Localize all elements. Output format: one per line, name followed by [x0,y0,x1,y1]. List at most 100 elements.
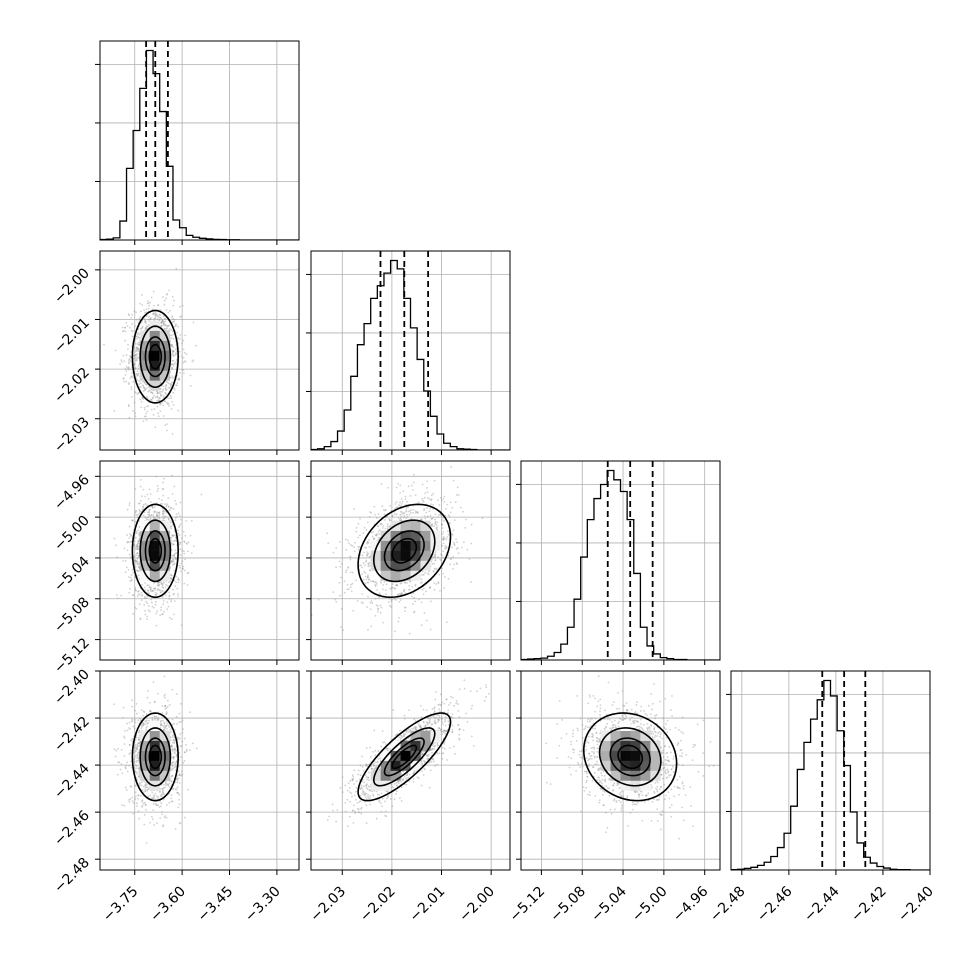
scatter-point [139,382,142,385]
scatter-point [146,584,149,587]
scatter-point [141,294,144,296]
scatter-point [132,612,135,615]
scatter-point [162,510,165,513]
scatter-point [139,717,141,720]
scatter-point [172,360,174,362]
scatter-point [151,507,154,509]
scatter-point [139,794,142,797]
scatter-point [171,749,174,752]
contour-line [139,519,172,583]
scatter-point [134,560,137,563]
scatter-point [173,600,176,602]
scatter-point [134,342,137,345]
scatter-point [127,569,130,571]
scatter-point [456,486,459,489]
scatter-point [152,413,155,416]
contour-line [383,530,425,572]
scatter-point [417,501,420,504]
scatter-point [396,593,399,596]
scatter-point [142,380,144,383]
scatter-point [153,589,156,592]
scatter-point [147,795,149,798]
scatter-point [158,581,160,584]
panel-frame [99,460,300,661]
scatter-point [349,571,352,574]
scatter-point [453,541,455,544]
scatter-point [424,492,427,495]
scatter-point [395,513,398,516]
scatter-point [379,604,382,607]
scatter-point [150,391,153,394]
scatter-point [128,355,131,357]
scatter-point [434,556,437,558]
scatter-point [157,396,159,399]
scatter-point [174,552,177,555]
scatter-point [377,596,380,599]
scatter-point [170,560,173,563]
scatter-point [147,324,150,326]
scatter-point [135,554,138,557]
scatter-point [172,739,175,742]
scatter-point [449,522,452,525]
scatter-point [172,391,175,394]
scatter-point [162,509,165,512]
scatter-point [154,587,157,590]
scatter-point [134,784,137,787]
scatter-point [384,519,386,521]
scatter-point [133,545,135,547]
scatter-point [136,343,139,345]
scatter-point [126,534,128,537]
scatter-point [177,379,179,381]
scatter-point [143,309,146,312]
scatter-point [131,313,134,316]
scatter-point [147,689,149,692]
joint-panel-2-1 [306,460,511,665]
scatter-point [142,791,145,794]
scatter-point [176,781,179,784]
scatter-point [136,374,138,377]
scatter-point [130,395,133,398]
scatter-point [366,541,369,543]
scatter-point [405,513,408,516]
density-cell [139,570,151,581]
scatter-point [404,495,407,498]
scatter-point [144,589,147,591]
scatter-point [130,534,133,537]
scatter-point [135,544,138,547]
density-cell [380,570,391,581]
scatter-point [128,753,131,755]
density-cell [400,560,411,571]
scatter-point [130,372,133,374]
scatter-point [455,538,458,541]
scatter-point [164,391,167,394]
scatter-point [445,538,448,541]
scatter-point [162,385,165,388]
scatter-point [384,589,387,592]
scatter-point [135,560,138,563]
scatter-point [405,581,408,584]
grid [100,461,299,660]
density-cell [149,370,160,381]
scatter-point [142,714,145,717]
scatter-point [367,628,369,631]
scatter-point [162,824,165,826]
scatter-point [353,546,355,549]
scatter-point [161,789,164,792]
scatter-point [154,798,157,801]
scatter-point [157,487,160,490]
scatter-point [369,569,372,572]
scatter-point [167,386,170,389]
scatter-point [140,723,143,726]
scatter-point [391,515,394,517]
scatter-point [158,399,161,402]
scatter-point [179,522,182,525]
scatter-point [195,344,197,347]
density-cell [400,540,411,551]
scatter-point [171,316,174,319]
scatter-point [134,350,137,353]
scatter-point [170,578,173,581]
scatter-point [175,552,178,554]
scatter-point [163,516,166,519]
scatter-point [154,600,157,603]
scatter-point [384,508,387,511]
